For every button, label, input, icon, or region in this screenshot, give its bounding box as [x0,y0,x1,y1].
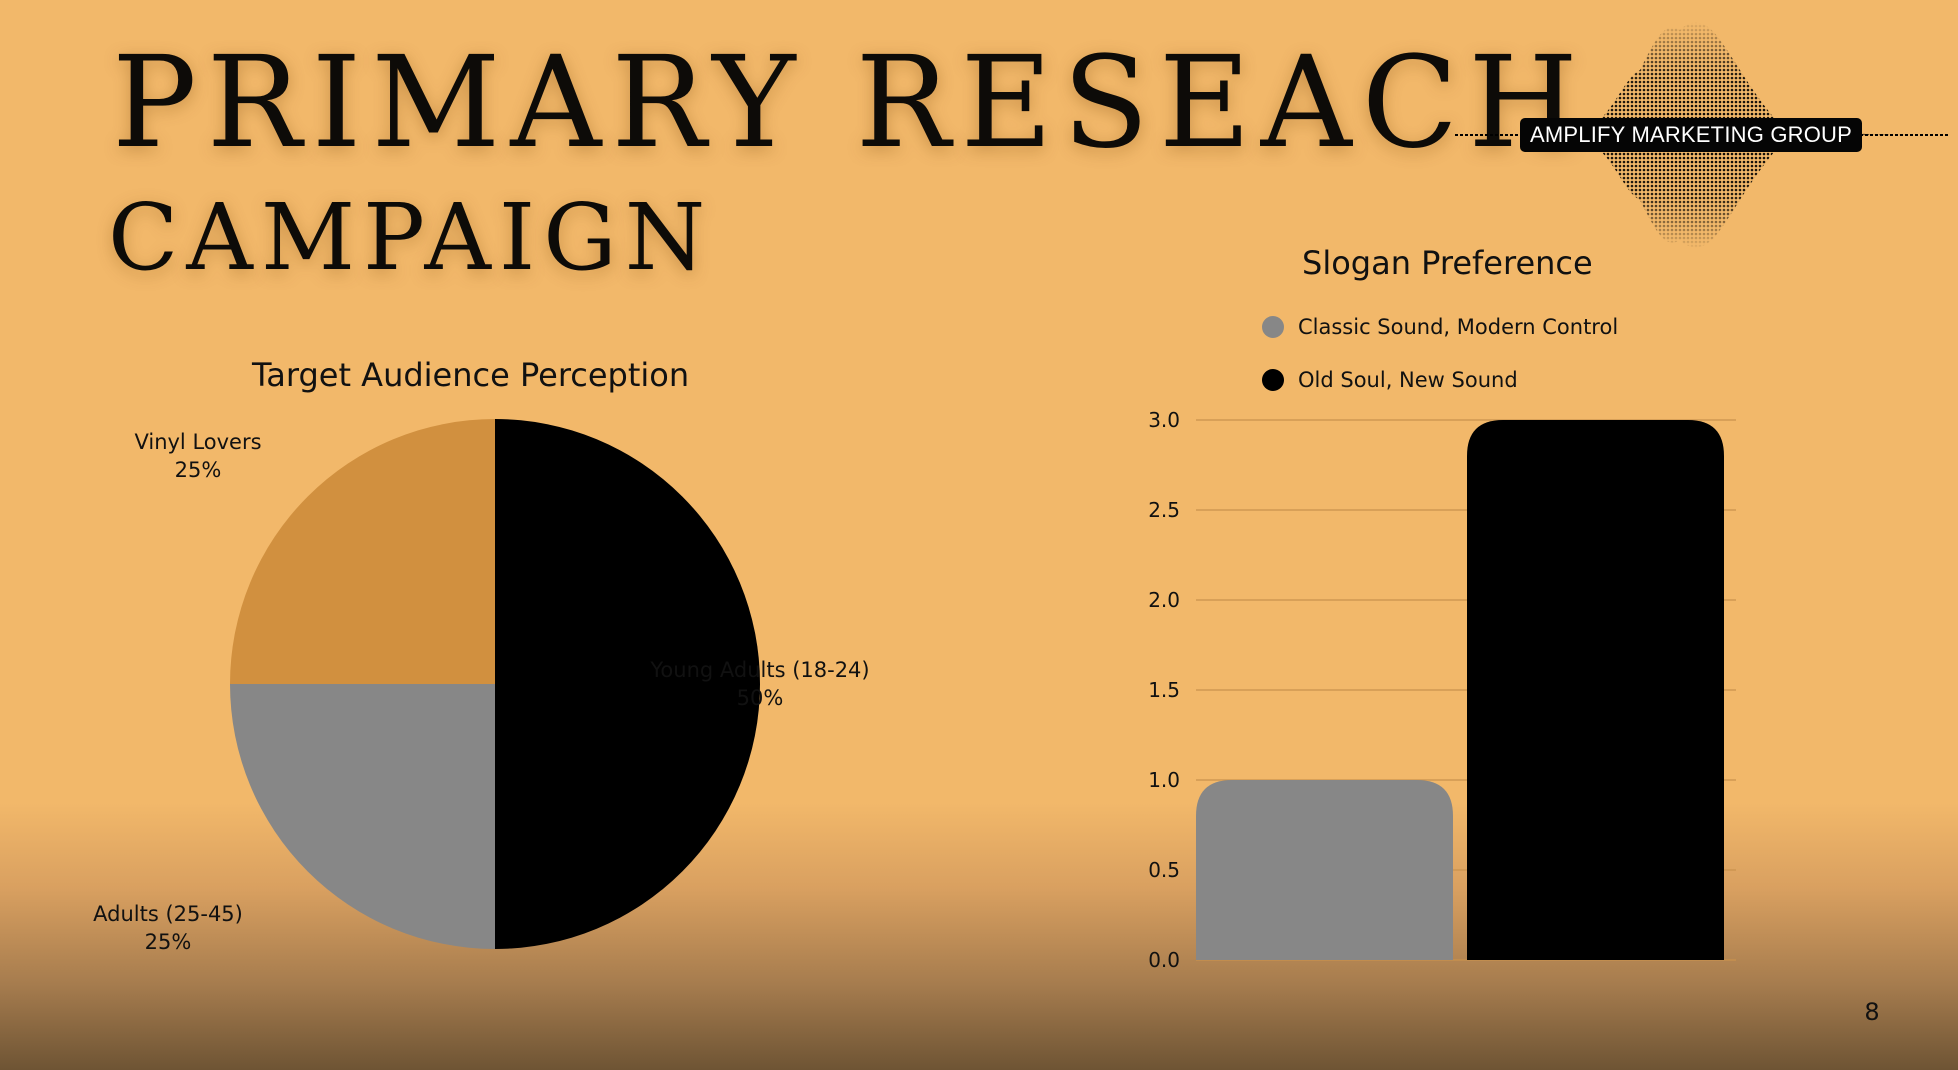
pie-slice-adults [230,419,495,684]
slide-title: PRIMARY RESEACH [112,29,1589,176]
y-tick-label: 2.0 [1148,588,1180,612]
bar-classic-sound [1196,780,1453,960]
page-number: 8 [1864,998,1880,1026]
pie-slice-young-adults [495,419,760,949]
logo-text: AMPLIFY MARKETING GROUP [1520,118,1863,152]
slide-subtitle: CAMPAIGN [108,184,714,291]
pie-label-value: 25% [174,458,222,482]
legend-item-old-soul: Old Soul, New Sound [1262,365,1518,395]
pie-label-vinyl-lovers: Vinyl Lovers 25% [134,428,261,484]
pie-label-name: Vinyl Lovers [134,430,262,454]
y-tick-label: 0.5 [1148,858,1180,882]
pie-label-young-adults: Young Adults (18-24) 50% [650,656,869,712]
pie-label-value: 25% [144,930,192,954]
legend-label: Old Soul, New Sound [1298,368,1518,392]
pie-label-adults: Adults (25-45) 25% [93,900,243,956]
y-tick-label: 1.5 [1148,678,1180,702]
legend-swatch [1262,369,1284,391]
y-tick-label: 1.0 [1148,768,1180,792]
y-tick-label: 0.0 [1148,948,1180,972]
y-tick-label: 2.5 [1148,498,1180,522]
y-tick-label: 3.0 [1148,408,1180,432]
pie-label-name: Young Adults (18-24) [650,658,870,682]
pie-slice-vinyl-lovers [230,684,495,949]
legend-item-classic-sound: Classic Sound, Modern Control [1262,312,1618,342]
bar-old-soul [1467,420,1724,960]
pie-chart [230,419,760,949]
pie-label-name: Adults (25-45) [93,902,243,926]
legend-swatch [1262,316,1284,338]
bar-chart-title: Slogan Preference [1302,244,1593,282]
pie-label-value: 50% [736,686,784,710]
pie-chart-title: Target Audience Perception [252,356,690,394]
legend-label: Classic Sound, Modern Control [1298,315,1619,339]
